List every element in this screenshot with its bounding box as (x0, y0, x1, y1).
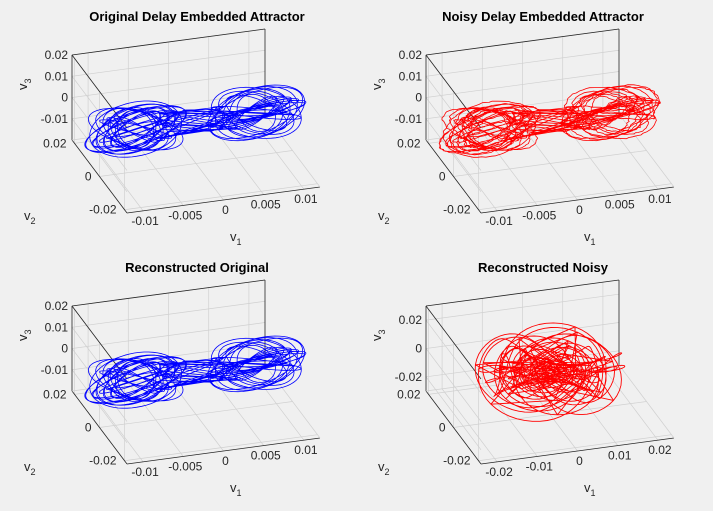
x-tick-label: -0.005 (168, 208, 202, 222)
chart-title: Reconstructed Noisy (478, 260, 609, 275)
y-tick-label: 0.02 (43, 136, 67, 150)
y-axis-label: v2 (24, 208, 36, 226)
axis-line (480, 186, 675, 214)
x-tick-label: 0 (222, 454, 229, 468)
x-tick-label: -0.01 (526, 459, 554, 473)
z-tick-label: 0 (415, 342, 422, 356)
z-tick-label: 0 (61, 342, 68, 356)
x-axis-label: v1 (230, 229, 242, 247)
x-tick-label: 0.01 (648, 192, 672, 206)
x-tick-label: 0.01 (294, 192, 318, 206)
chart-title: Reconstructed Original (125, 260, 269, 275)
x-tick-label: 0.01 (294, 443, 318, 457)
x-tick-label: 0.02 (648, 443, 672, 457)
y-tick-label: 0.02 (397, 387, 421, 401)
z-tick-label: 0.02 (399, 48, 423, 62)
axis-line (425, 139, 482, 214)
axes-1: -0.01 -0.005 0 0.005 0.01 -0.02 0 0.02 -0.01 0 0.0… (15, 9, 321, 247)
x-tick-label: 0 (222, 203, 229, 217)
x-axis-label: v1 (584, 480, 596, 498)
y-tick-label: 0 (439, 170, 446, 184)
trajectory-line (438, 84, 661, 158)
axis-line (480, 437, 675, 465)
chart-title: Original Delay Embedded Attractor (89, 9, 305, 24)
axes-3: -0.01 -0.005 0 0.005 0.01 -0.02 0 0.02 -0.01 0 0.0… (15, 260, 321, 498)
z-tick-label: 0.01 (45, 69, 69, 83)
axis-line (71, 279, 266, 307)
grid-4 (425, 282, 672, 463)
trajectory-line (84, 84, 307, 158)
axis-back-edge (264, 113, 321, 188)
axis-line (425, 279, 620, 307)
z-tick-label: 0 (61, 91, 68, 105)
axis-line (425, 390, 482, 465)
z-axis-label: v3 (369, 78, 387, 90)
x-tick-label: -0.005 (168, 459, 202, 473)
chart-title: Noisy Delay Embedded Attractor (442, 9, 644, 24)
z-tick-label: -0.01 (395, 112, 423, 126)
trajectory-line (474, 322, 626, 422)
z-tick-label: 0.02 (45, 48, 69, 62)
x-tick-label: 0 (576, 454, 583, 468)
y-axis-label: v2 (24, 459, 36, 477)
x-tick-label: 0.01 (608, 449, 632, 463)
axis-line (71, 139, 128, 214)
z-tick-label: 0.02 (399, 313, 423, 327)
axis-line (71, 390, 128, 465)
axis-line (425, 28, 620, 56)
axis-back-edge (618, 364, 675, 439)
z-tick-label: 0.01 (45, 320, 69, 334)
trajectory-line (84, 335, 307, 409)
x-tick-label: 0.005 (251, 198, 281, 212)
x-axis-label: v1 (230, 480, 242, 498)
axis-back-edge (264, 364, 321, 439)
x-tick-label: -0.02 (485, 465, 513, 479)
axis-back-edge (618, 113, 675, 188)
z-axis-label: v3 (15, 78, 33, 90)
z-tick-label: 0.02 (45, 299, 69, 313)
x-tick-label: -0.01 (131, 465, 159, 479)
y-tick-label: 0 (85, 421, 92, 435)
z-axis-label: v3 (369, 329, 387, 341)
axes-2: -0.01 -0.005 0 0.005 0.01 -0.02 0 0.02 -0.01 0 0.0… (369, 9, 675, 247)
y-axis-label: v2 (378, 208, 390, 226)
x-tick-label: -0.01 (485, 214, 513, 228)
y-tick-label: 0.02 (397, 136, 421, 150)
y-tick-label: -0.02 (443, 203, 471, 217)
y-tick-label: 0 (85, 170, 92, 184)
z-tick-label: -0.02 (395, 370, 423, 384)
z-tick-label: 0.01 (399, 69, 423, 83)
y-tick-label: -0.02 (89, 203, 117, 217)
y-tick-label: -0.02 (443, 454, 471, 468)
x-tick-label: -0.005 (522, 208, 556, 222)
y-tick-label: 0 (439, 421, 446, 435)
x-tick-label: 0.005 (251, 449, 281, 463)
axis-line (425, 305, 482, 380)
y-tick-label: 0.02 (43, 387, 67, 401)
x-tick-label: -0.01 (131, 214, 159, 228)
z-tick-label: 0 (415, 91, 422, 105)
axis-line (71, 28, 266, 56)
axis-line (126, 437, 321, 465)
x-tick-label: 0.005 (605, 198, 635, 212)
z-axis-label: v3 (15, 329, 33, 341)
z-tick-label: -0.01 (41, 363, 69, 377)
axis-line (126, 186, 321, 214)
x-axis-label: v1 (584, 229, 596, 247)
x-tick-label: 0 (576, 203, 583, 217)
y-tick-label: -0.02 (89, 454, 117, 468)
y-axis-label: v2 (378, 459, 390, 477)
z-tick-label: -0.01 (41, 112, 69, 126)
axes-4: -0.02 -0.01 0 0.01 0.02 -0.02 0 0.02 -0.02 0 0.02 v… (369, 260, 675, 498)
